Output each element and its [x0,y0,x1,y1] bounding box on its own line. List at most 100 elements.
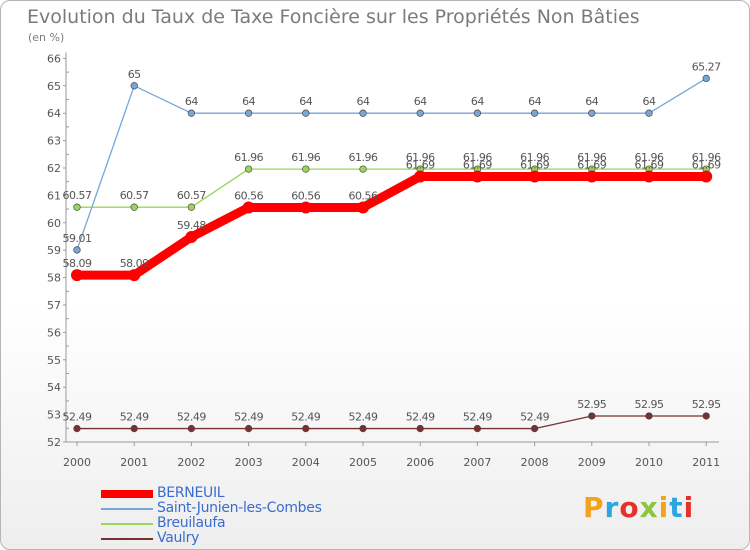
series-line-saint-junien-les-combes [76,77,707,251]
data-point-vaulry [359,424,367,433]
y-tick-label: 58 [47,272,61,285]
series-line-breuilaufa [77,168,707,208]
legend-swatch [101,538,153,540]
data-label-breuilaufa: 61.96 [463,151,492,164]
data-label-berneuil: 58.09 [120,257,149,270]
data-point-vaulry [416,424,424,433]
data-label-berneuil: 61.69 [406,158,435,171]
data-label-vaulry: 52.49 [120,411,149,424]
data-label-breuilaufa: 61.96 [577,151,606,164]
y-tick-label: 55 [47,354,61,367]
data-label-breuilaufa: 61.96 [635,151,664,164]
y-tick-label: 52 [47,436,61,449]
data-label-saint-junien-les-combes: 65 [128,68,141,81]
legend-label: Breuilaufa [157,515,226,531]
data-point-vaulry [588,412,596,420]
x-tick-label: 2007 [463,456,491,469]
logo-letter: o [619,491,640,524]
logo-letter: i [658,491,670,524]
x-tick-label: 2006 [406,456,434,469]
data-label-saint-junien-les-combes: 59.01 [63,232,92,245]
logo-letter: t [669,491,684,524]
data-point-breuilaufa [359,165,367,173]
y-tick-label: 57 [47,299,61,312]
data-label-saint-junien-les-combes: 64 [185,95,198,108]
data-label-saint-junien-les-combes: 64 [643,95,656,108]
data-point-vaulry [473,424,482,433]
y-tick-label: 60 [47,217,61,230]
data-point-berneuil [242,201,255,214]
data-label-breuilaufa: 60.57 [63,189,92,202]
data-point-berneuil [71,269,83,282]
data-point-vaulry [73,424,81,433]
data-label-breuilaufa: 60.57 [120,189,149,202]
data-point-breuilaufa [187,203,196,211]
x-tick-label: 2008 [521,456,549,469]
data-point-saint-junien-les-combes [473,109,482,117]
data-label-breuilaufa: 61.96 [234,151,263,164]
data-label-berneuil: 59.48 [177,219,206,232]
data-label-saint-junien-les-combes: 64 [528,95,541,108]
series-line-vaulry [77,415,707,430]
y-tick-label: 61 [47,189,61,202]
data-label-vaulry: 52.49 [463,411,492,424]
data-point-vaulry [645,412,653,420]
data-point-breuilaufa [73,203,81,211]
data-label-saint-junien-les-combes: 64 [585,95,598,108]
data-label-vaulry: 52.49 [349,411,378,424]
data-point-saint-junien-les-combes [359,109,367,117]
data-point-berneuil [128,269,141,282]
data-point-vaulry [187,424,196,433]
data-point-berneuil [700,170,713,183]
data-point-vaulry [302,424,310,433]
data-point-saint-junien-les-combes [530,109,539,117]
series-line-berneuil [77,171,707,280]
data-label-saint-junien-les-combes: 65.27 [692,60,721,73]
x-tick-label: 2005 [349,456,377,469]
data-point-berneuil [357,201,369,214]
data-label-berneuil: 60.56 [291,189,320,202]
data-point-berneuil [414,170,427,183]
data-point-saint-junien-les-combes [702,74,710,83]
logo-letter: P [583,491,605,524]
data-point-berneuil [585,170,598,183]
data-label-breuilaufa: 61.96 [692,151,721,164]
data-label-vaulry: 52.49 [291,411,320,424]
x-tick-label: 2000 [63,456,91,469]
data-point-saint-junien-les-combes [73,246,81,254]
data-point-berneuil [471,170,484,183]
data-label-vaulry: 52.95 [635,398,664,411]
logo-letter: x [639,491,659,524]
data-point-saint-junien-les-combes [244,109,253,117]
data-label-breuilaufa: 61.96 [291,151,320,164]
data-point-saint-junien-les-combes [187,109,196,117]
data-point-vaulry [702,412,710,420]
data-point-saint-junien-les-combes [588,109,596,117]
y-tick-label: 66 [47,52,61,65]
y-tick-label: 53 [47,409,61,422]
data-point-berneuil [185,231,198,244]
data-label-vaulry: 52.49 [520,411,549,424]
data-point-berneuil [299,201,312,214]
data-label-breuilaufa: 61.96 [406,151,435,164]
y-tick-label: 63 [47,135,61,148]
x-tick-label: 2001 [120,456,148,469]
data-label-berneuil: 61.69 [520,158,549,171]
x-tick-label: 2009 [578,456,606,469]
data-label-berneuil: 58.09 [63,257,92,270]
x-tick-label: 2004 [292,456,320,469]
data-label-saint-junien-les-combes: 64 [471,95,484,108]
y-tick-label: 65 [47,80,61,93]
data-point-berneuil [528,170,541,183]
y-tick-label: 54 [47,381,61,394]
y-tick-label: 56 [47,326,61,339]
data-point-vaulry [244,424,253,433]
data-point-saint-junien-les-combes [416,109,424,117]
legend-swatch [101,490,153,498]
data-label-berneuil: 61.69 [692,158,721,171]
data-point-saint-junien-les-combes [645,109,653,117]
data-label-berneuil: 61.69 [463,158,492,171]
data-point-saint-junien-les-combes [302,109,310,117]
logo-letter: r [604,491,620,524]
x-tick-label: 2010 [635,456,663,469]
